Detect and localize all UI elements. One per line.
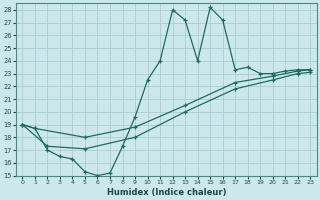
X-axis label: Humidex (Indice chaleur): Humidex (Indice chaleur) <box>107 188 226 197</box>
